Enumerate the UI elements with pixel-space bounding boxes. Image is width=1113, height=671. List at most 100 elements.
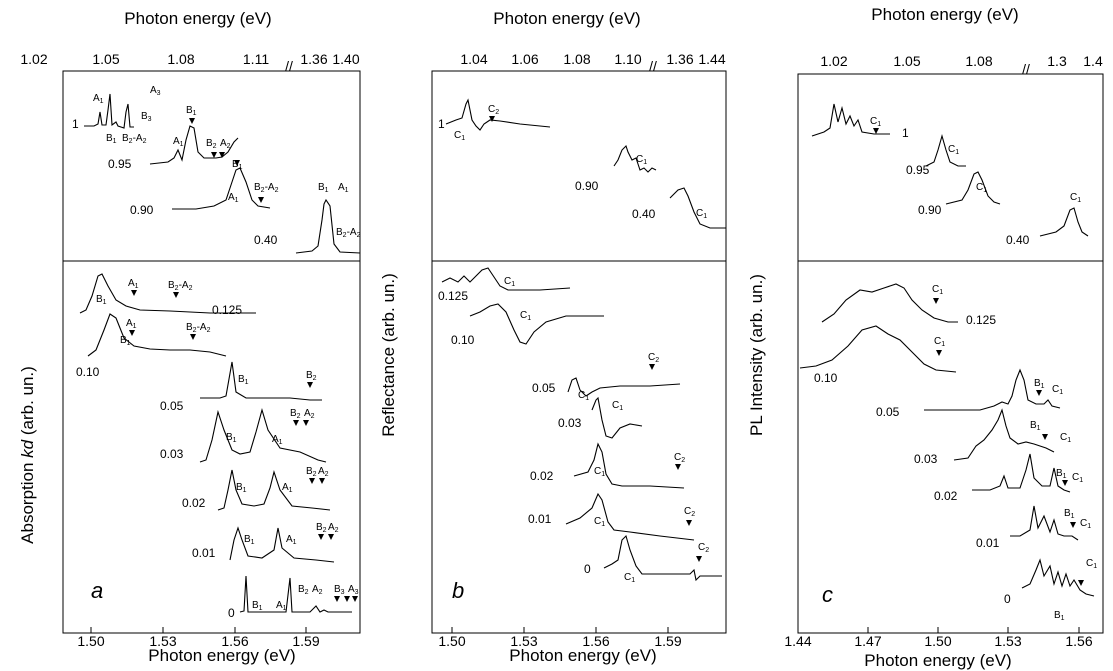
panel-c-trace-x010 xyxy=(799,325,957,373)
panel-b-top-tick-6: 1.44 xyxy=(698,51,725,67)
panel-b-bottom-tick-1: 1.50 xyxy=(438,633,465,649)
panel-a-marker-16 xyxy=(328,534,334,540)
panel-a-marker-10 xyxy=(307,382,313,388)
panel-c-marker-5 xyxy=(1042,434,1048,440)
panel-c-ann-c1-x003: C1 xyxy=(1060,432,1071,444)
panel-a-ann-b2a2-x040: B2-A2 xyxy=(336,227,361,239)
panel-c-ann-c1-x090: C1 xyxy=(976,182,987,194)
panel-a-trace-x090 xyxy=(172,167,271,210)
panel-b-trace-x001 xyxy=(565,492,695,541)
panel-a-ann-b2-x002: B2 xyxy=(306,466,317,478)
panel-a-top-tick-6: 1.40 xyxy=(332,51,359,67)
panel-a-marker-9 xyxy=(190,334,196,340)
panel-a-ann-b1-x001: B1 xyxy=(244,534,255,546)
panel-a-top-tick-labels: 1.02 1.05 1.08 1.11 1.36 1.40 xyxy=(20,51,359,67)
panel-b-top-tick-3: 1.08 xyxy=(563,51,590,67)
panel-a-label-x002: 0.02 xyxy=(182,496,206,510)
panel-c-label-x001: 0.01 xyxy=(976,536,1000,550)
panel-a-ann-b1-x005: B1 xyxy=(238,374,249,386)
panel-a-bottom-tick-2: 1.53 xyxy=(149,633,176,649)
panel-c-top-tick-labels: 1.02 1.05 1.08 1.3 1.4 xyxy=(820,53,1103,69)
panel-c-letter: c xyxy=(822,582,833,607)
panel-a-ann-b1-x095: B1 xyxy=(186,105,197,117)
panel-b-ann-c1-x002: C1 xyxy=(594,466,605,478)
panel-a-label-x003: 0.03 xyxy=(160,447,184,461)
panel-b-marker-4 xyxy=(686,520,692,526)
panel-a-marker-1 xyxy=(189,118,195,124)
panel-c-label-x095: 0.95 xyxy=(906,163,930,177)
panel-c-top-tick-3: 1.08 xyxy=(965,53,992,69)
panel-c-ann-b1-x001: B1 xyxy=(1064,508,1075,520)
panel-a-ann-a1-x1: A1 xyxy=(93,93,104,105)
panel-a-ann-b2-x005: B2 xyxy=(306,370,317,382)
panel-b-ann-c2-x001: C2 xyxy=(684,506,695,518)
panel-b-top-frame xyxy=(431,70,727,262)
panel-b-bottom-tick-labels: 1.50 1.53 1.56 1.59 xyxy=(438,633,681,649)
panel-c-ann-c1-x0: C1 xyxy=(1086,558,1097,570)
panel-b-bottom-tick-marks xyxy=(451,627,669,633)
panel-a-trace-x001 xyxy=(229,526,335,563)
panel-c-arrow-markers xyxy=(873,128,1084,586)
panel-b-bottom-annotations: C1 C1 C1 C2 C1 C1 C2 C1 C2 C1 C2 xyxy=(504,276,709,584)
panel-b-ann-c2-x0: C2 xyxy=(698,542,709,554)
panel-c-bottom-tick-5: 1.56 xyxy=(1065,633,1092,649)
panel-c-trace-x095 xyxy=(925,133,966,167)
panel-a-top-tick-4: 1.11 xyxy=(243,51,269,67)
panel-b-label-x0: 0 xyxy=(584,562,591,576)
panel-b-label-x010: 0.10 xyxy=(451,333,475,347)
panel-b-label-x1: 1 xyxy=(438,117,445,131)
panel-a-label-x090: 0.90 xyxy=(130,203,154,217)
panel-a-marker-7 xyxy=(173,292,179,298)
panel-b: Photon energy (eV) Photon energy (eV) Re… xyxy=(379,9,727,665)
panel-b-label-x040: 0.40 xyxy=(632,207,656,221)
panel-b-ann-c1-x010: C1 xyxy=(520,310,531,322)
panel-a-ann-b2a2-x0125: B2-A2 xyxy=(168,280,193,292)
panel-b-trace-x0125 xyxy=(441,267,571,291)
panel-c-ann-c1-x005: C1 xyxy=(1052,384,1063,396)
panel-a-ann-a1-x0125: A1 xyxy=(128,278,139,290)
panel-b-trace-x040 xyxy=(669,187,726,229)
panel-b-trace-x1 xyxy=(445,98,551,131)
panel-b-label-x001: 0.01 xyxy=(528,512,552,526)
panel-a-ann-b2a2-x010: B2-A2 xyxy=(186,322,211,334)
panel-a-ann-a1-x010: A1 xyxy=(126,318,137,330)
panel-c-bottom-annotations: C1 C1 B1 C1 B1 C1 B1 C1 B1 C1 B1 C1 xyxy=(932,284,1097,622)
panel-a-bottom-tick-4: 1.59 xyxy=(292,633,319,649)
panel-b-bottom-tick-4: 1.59 xyxy=(654,633,681,649)
panel-a-ann-a1-x0: A1 xyxy=(276,600,287,612)
panel-b-top-tick-2: 1.06 xyxy=(511,51,538,67)
panel-b-bottom-axis-title: Photon energy (eV) xyxy=(509,646,656,665)
panel-a-ann-a3-x1: A3 xyxy=(150,85,161,97)
panel-a-bottom-tick-1: 1.50 xyxy=(77,633,104,649)
panel-a-marker-2 xyxy=(211,152,217,158)
panel-c-bottom-tick-2: 1.47 xyxy=(854,633,881,649)
panel-c-label-x0: 0 xyxy=(1004,592,1011,606)
panel-c-bottom-tick-4: 1.53 xyxy=(994,633,1021,649)
panel-b-bottom-tick-2: 1.53 xyxy=(510,633,537,649)
panel-b-top-annotations: C1 C2 C1 C1 xyxy=(454,104,707,220)
panel-b-ann-c1-x005: C1 xyxy=(578,390,589,402)
panel-c-ann-c1-x095: C1 xyxy=(948,144,959,156)
panel-a-marker-17 xyxy=(334,596,340,602)
panel-c: Photon energy (eV) Photon energy (eV) PL… xyxy=(747,5,1104,670)
panel-c-marker-3 xyxy=(936,350,942,356)
panel-a: Photon energy (eV) Photon energy (eV) Ab… xyxy=(18,9,361,665)
panel-b-trace-x005 xyxy=(567,377,681,397)
panel-b-ann-c2-x1: C2 xyxy=(488,104,499,116)
panel-c-trace-x090 xyxy=(945,171,1001,205)
panel-b-ann-c1-x040: C1 xyxy=(696,208,707,220)
panel-b-top-axis-title: Photon energy (eV) xyxy=(493,9,640,28)
panel-a-ann-b3-x0: B3 xyxy=(334,584,345,596)
panel-b-top-tick-4: 1.10 xyxy=(614,51,641,67)
panel-b-trace-x002 xyxy=(573,442,685,489)
panel-c-trace-x040 xyxy=(1039,207,1089,237)
panel-c-ann-c1-x1: C1 xyxy=(870,116,881,128)
panel-b-label-x002: 0.02 xyxy=(530,469,554,483)
panel-a-trace-x010 xyxy=(87,313,227,357)
panel-c-bottom-tick-labels: 1.44 1.47 1.50 1.53 1.56 xyxy=(784,633,1092,649)
panel-a-bottom-tick-3: 1.56 xyxy=(221,633,248,649)
panel-a-trace-x1 xyxy=(84,93,134,129)
panel-a-ann-b3-x1: B3 xyxy=(141,111,152,123)
panel-a-marker-4 xyxy=(234,160,240,166)
panel-a-label-x0: 0 xyxy=(228,606,235,620)
